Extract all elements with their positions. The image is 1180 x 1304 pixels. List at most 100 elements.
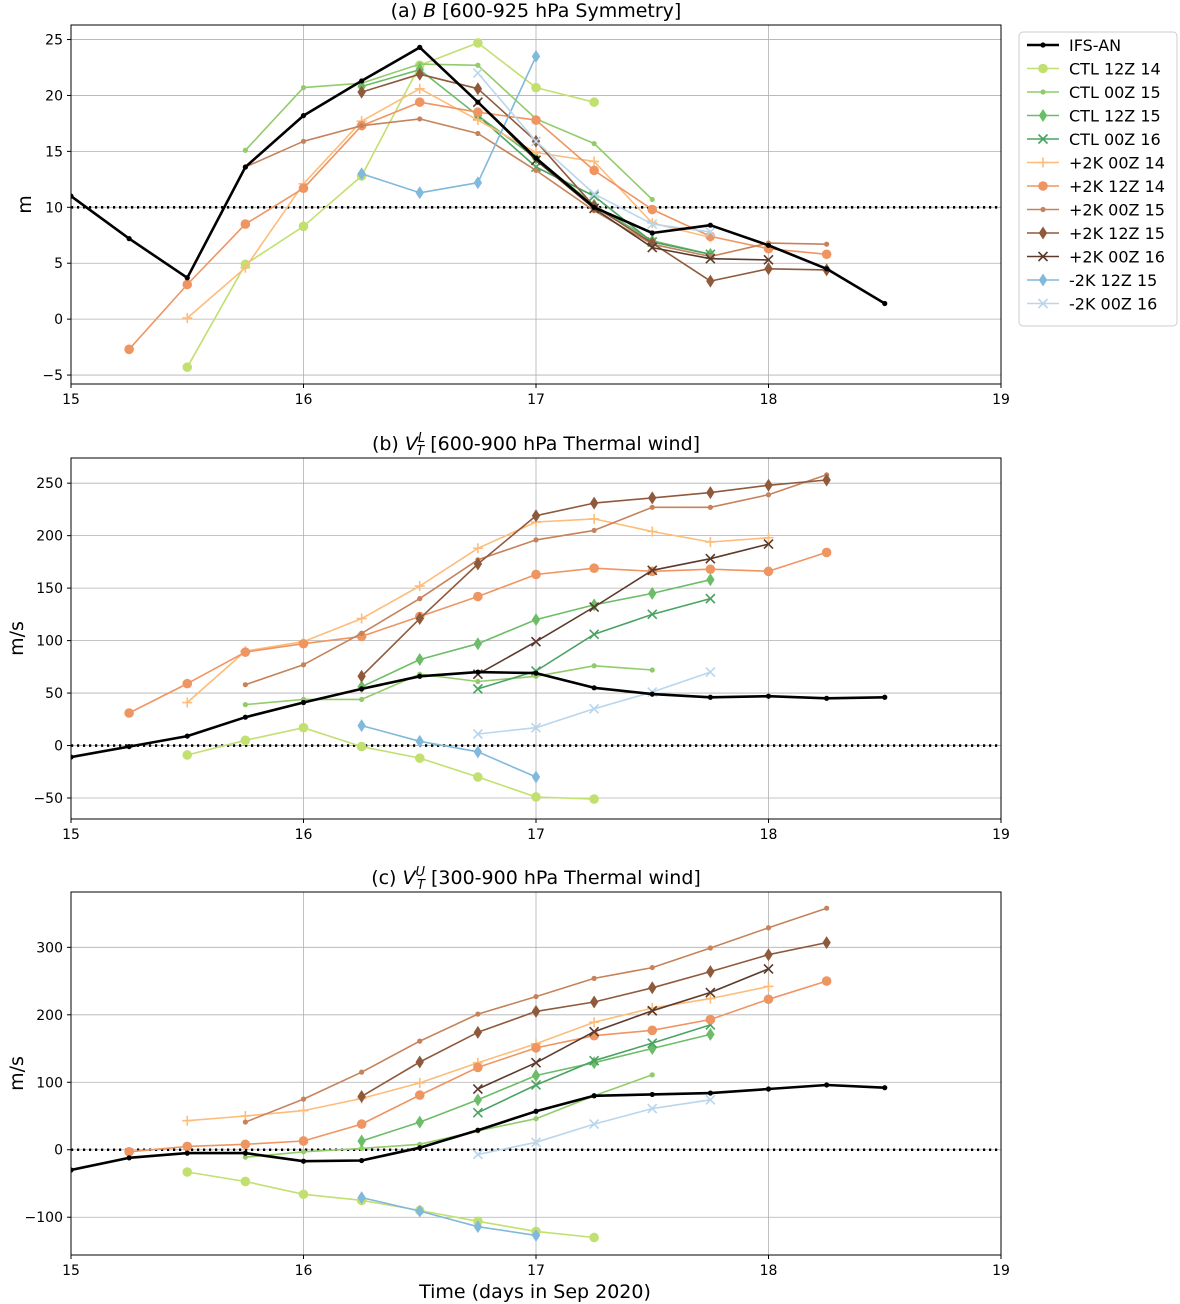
legend: IFS-AN CTL 12Z 14 CTL 00Z 15 CTL 12Z 15 CTL … [1018,31,1178,327]
series-ctl-12z-15 [357,1027,715,1148]
series-ctl-12z-14 [182,38,599,373]
data-point [417,116,423,122]
legend-label: CTL 12Z 14 [1069,60,1161,79]
legend-marker [1038,226,1048,240]
data-point [359,78,365,84]
data-point [182,678,193,689]
data-point [417,673,423,679]
data-point [473,745,483,759]
legend-entry: +2K 00Z 15 [1027,201,1165,220]
legend-label: +2K 00Z 14 [1069,154,1165,173]
series--2k-12z-15 [357,1191,541,1242]
data-point [705,1014,716,1025]
series--2k-12z-14 [124,976,832,1157]
data-point [359,696,365,702]
x-tick-label: 17 [527,1263,545,1279]
data-point [182,279,193,290]
series-group [71,472,888,804]
data-point [589,1119,600,1130]
series-line [477,543,769,675]
data-point [300,699,307,706]
x-tick-label: 19 [992,827,1010,843]
data-point [765,693,772,699]
data-point [473,1220,483,1234]
data-point [705,1094,716,1105]
data-point [531,1228,541,1242]
data-point [473,637,483,651]
data-point [591,685,597,691]
series-line [245,1074,653,1158]
series-line [361,55,537,194]
data-point [417,596,423,602]
y-tick-label: 10 [45,200,63,216]
data-point [300,1096,307,1102]
data-point [822,473,831,487]
data-point [300,662,307,668]
series-group [71,38,888,373]
legend-marker [1037,251,1049,262]
y-tick-label: 0 [54,312,63,328]
data-point [298,1189,309,1200]
data-point [763,963,774,974]
data-point [357,167,366,181]
data-point [298,221,309,232]
data-point [472,1107,483,1118]
y-tick-label: 15 [45,144,63,160]
y-tick-label: −50 [33,791,63,807]
data-point [356,741,367,752]
data-point [415,186,424,200]
data-point [414,1077,425,1088]
data-point [415,1204,424,1218]
data-point [415,652,424,666]
data-point [240,1176,251,1187]
series--2k-00z-14 [182,83,716,324]
series-ctl-00z-15 [242,1072,655,1160]
data-point [648,586,657,600]
data-point [473,107,483,118]
data-point [126,236,132,242]
series--2k-00z-16 [472,1094,716,1160]
data-point [298,722,309,733]
data-point [531,1004,541,1018]
data-point [647,1038,658,1049]
data-point [530,136,542,147]
legend-box [1018,31,1178,327]
series-line [128,101,827,350]
series-line [244,63,653,201]
legend-label: CTL 00Z 16 [1069,130,1161,149]
data-point [763,254,774,265]
data-point [415,1055,424,1069]
y-tick-label: 0 [54,1143,63,1159]
legend-label: +2K 12Z 14 [1069,177,1165,196]
x-tick-label: 15 [62,827,80,843]
data-point [417,1145,423,1151]
data-point [705,253,716,264]
series--2k-12z-15 [357,49,541,200]
data-point [647,565,658,576]
data-point [530,1079,542,1091]
series-ifs-an [71,669,888,760]
data-point [589,1232,599,1243]
series--2k-00z-15 [242,905,830,1125]
legend-label: IFS-AN [1069,36,1121,55]
legend-label: CTL 00Z 15 [1069,83,1161,102]
data-point [472,1083,483,1095]
legend-label: +2K 12Z 15 [1069,224,1165,243]
series--2k-00z-16 [472,68,716,237]
data-point [473,591,483,602]
data-point [182,1115,193,1126]
data-point [359,686,365,692]
series--2k-00z-16 [472,963,774,1095]
data-point [531,509,541,523]
data-point [706,486,715,500]
data-point [706,965,715,979]
data-point [531,792,541,802]
data-point [184,275,190,281]
data-point [240,262,251,273]
data-point [589,1055,600,1066]
series--2k-00z-14 [182,513,774,708]
data-point [124,708,134,718]
data-point [415,67,424,81]
data-point [824,905,830,911]
data-point [533,167,539,173]
